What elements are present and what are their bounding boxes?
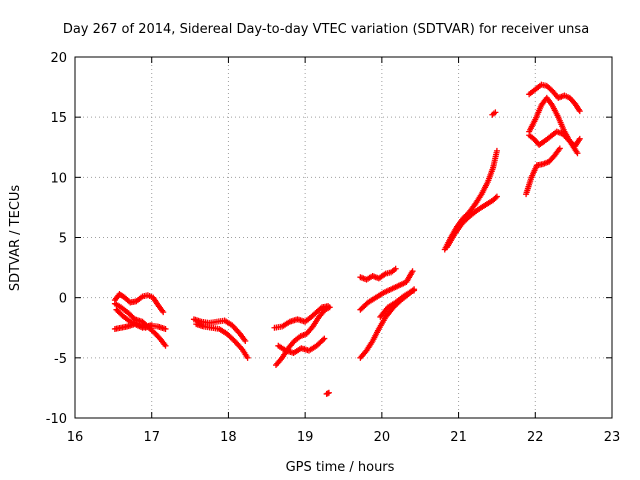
series-arc-1a — [111, 291, 167, 316]
data-point — [148, 322, 155, 329]
data-point — [409, 268, 416, 275]
data-point — [242, 337, 249, 344]
x-tick-label: 16 — [67, 430, 84, 445]
series-arc-3b — [272, 304, 333, 369]
series-arc-3d — [323, 389, 332, 397]
y-tick-label: 15 — [50, 111, 67, 126]
x-tick-label: 19 — [297, 430, 314, 445]
data-point — [320, 336, 327, 343]
series-arc-6b — [526, 94, 583, 150]
x-tick-label: 23 — [604, 430, 621, 445]
data-point — [576, 135, 583, 142]
x-tick-label: 21 — [450, 430, 467, 445]
axis-ticks: 16 17 18 19 20 21 22 23 -10 -5 0 5 10 15 20 — [46, 51, 621, 445]
data-point — [325, 389, 332, 396]
x-axis-label: GPS time / hours — [286, 460, 395, 475]
series-arc-4b — [357, 268, 416, 313]
series-arc-6a — [526, 81, 583, 115]
series-arc-6c — [526, 128, 581, 157]
series-arc-5b — [444, 193, 500, 251]
data-point — [326, 304, 333, 311]
y-tick-label: 0 — [59, 292, 67, 307]
y-tick-label: -5 — [54, 352, 67, 367]
data-point — [492, 194, 499, 201]
data-point — [392, 265, 399, 272]
y-tick-label: -10 — [46, 412, 67, 427]
series-arc-2a — [190, 316, 249, 344]
x-tick-label: 20 — [374, 430, 391, 445]
x-tick-label: 17 — [143, 430, 160, 445]
data-point — [556, 145, 563, 152]
data-point — [321, 335, 328, 342]
x-tick-label: 18 — [220, 430, 237, 445]
y-tick-label: 5 — [59, 232, 67, 247]
series-arc-2b — [193, 321, 251, 361]
data-point — [493, 147, 500, 154]
data-point — [492, 109, 499, 116]
series-arc-4d — [377, 287, 418, 320]
x-tick-label: 22 — [527, 430, 544, 445]
series-arc-3a — [271, 303, 332, 331]
grid — [75, 57, 612, 418]
data-point — [576, 108, 583, 115]
data-point — [493, 193, 500, 200]
series-arc-5c — [489, 109, 499, 118]
data-point — [162, 325, 169, 332]
y-axis-label: SDTVAR / TECUs — [8, 185, 23, 292]
series-arc-6d — [523, 145, 563, 198]
series-arc-1d — [113, 306, 155, 331]
y-tick-label: 10 — [50, 171, 67, 186]
data-point — [160, 309, 167, 316]
data-point — [411, 287, 418, 294]
data-point — [244, 354, 251, 361]
data-markers — [111, 81, 583, 397]
data-point — [574, 150, 581, 157]
y-tick-label: 20 — [50, 51, 67, 66]
data-point — [162, 342, 169, 349]
chart-title: Day 267 of 2014, Sidereal Day-to-day VTE… — [63, 22, 589, 37]
series-arc-4a — [357, 265, 399, 283]
series-arc-3c — [275, 335, 328, 357]
